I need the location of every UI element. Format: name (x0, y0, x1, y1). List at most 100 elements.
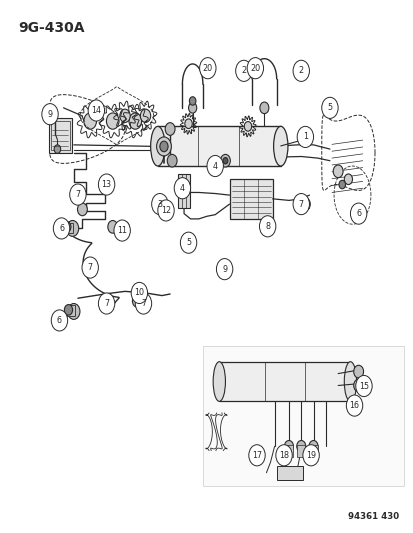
Circle shape (151, 193, 168, 215)
Circle shape (248, 445, 265, 466)
Circle shape (259, 102, 268, 114)
Circle shape (88, 100, 104, 121)
Text: 9: 9 (221, 265, 227, 273)
Circle shape (102, 295, 111, 307)
Text: 6: 6 (57, 316, 62, 325)
Circle shape (53, 218, 69, 239)
Text: 6: 6 (355, 209, 360, 218)
Bar (229, 179, 272, 219)
Circle shape (297, 126, 313, 148)
Circle shape (156, 137, 171, 156)
Text: 6: 6 (59, 224, 64, 233)
Circle shape (107, 221, 117, 233)
Circle shape (259, 216, 275, 237)
Circle shape (275, 445, 292, 466)
Circle shape (66, 221, 78, 236)
Text: 20: 20 (250, 63, 260, 72)
Circle shape (292, 60, 309, 82)
Circle shape (120, 109, 130, 123)
Bar (284, 445, 292, 457)
Bar (49, 118, 71, 153)
Circle shape (353, 365, 363, 378)
Text: 7: 7 (140, 299, 146, 308)
Text: 15: 15 (358, 382, 368, 391)
Circle shape (159, 141, 168, 152)
Circle shape (157, 200, 174, 221)
Text: 16: 16 (349, 401, 358, 410)
Text: 3: 3 (157, 199, 162, 208)
Circle shape (223, 158, 227, 164)
Circle shape (135, 293, 151, 314)
Circle shape (353, 379, 363, 392)
Ellipse shape (150, 126, 165, 166)
Circle shape (51, 310, 67, 331)
Circle shape (114, 220, 130, 241)
Text: 2: 2 (298, 66, 303, 75)
Circle shape (67, 303, 80, 319)
Circle shape (98, 293, 114, 314)
Bar (297, 445, 305, 457)
Circle shape (189, 97, 195, 105)
Circle shape (140, 109, 150, 123)
Text: 17: 17 (252, 451, 261, 460)
Text: 7: 7 (298, 199, 303, 208)
Circle shape (220, 155, 230, 167)
Circle shape (235, 60, 252, 82)
Circle shape (247, 58, 263, 79)
Circle shape (284, 440, 293, 452)
Text: 9: 9 (47, 110, 52, 119)
Circle shape (180, 232, 196, 253)
Bar (66, 305, 75, 316)
Circle shape (54, 145, 61, 154)
Circle shape (98, 174, 114, 195)
Text: 5: 5 (327, 103, 332, 112)
Circle shape (244, 122, 251, 131)
Circle shape (344, 174, 351, 184)
Circle shape (184, 119, 192, 128)
Circle shape (355, 375, 371, 397)
Bar (157, 126, 280, 166)
Bar (178, 174, 189, 208)
Circle shape (77, 203, 87, 216)
Bar (65, 223, 73, 233)
Text: 11: 11 (117, 226, 127, 235)
Text: 13: 13 (101, 180, 112, 189)
Text: 94361 430: 94361 430 (348, 512, 399, 521)
Circle shape (332, 165, 342, 177)
Text: 14: 14 (91, 106, 101, 115)
Circle shape (165, 123, 175, 135)
Circle shape (300, 198, 309, 211)
Circle shape (302, 445, 318, 466)
Bar (51, 121, 69, 150)
Ellipse shape (213, 362, 225, 401)
Text: 9G-430A: 9G-430A (19, 21, 85, 35)
Circle shape (132, 295, 142, 307)
Text: 8: 8 (264, 222, 270, 231)
Circle shape (121, 222, 129, 232)
Text: 4: 4 (180, 184, 185, 193)
Circle shape (42, 103, 58, 125)
Circle shape (296, 440, 305, 452)
Bar (202, 346, 403, 486)
Circle shape (131, 282, 147, 303)
Text: 18: 18 (278, 451, 288, 460)
Circle shape (84, 113, 96, 129)
Circle shape (64, 304, 72, 315)
Circle shape (349, 203, 366, 224)
Circle shape (188, 102, 196, 113)
Circle shape (174, 177, 190, 199)
Bar (219, 362, 349, 401)
Text: 12: 12 (161, 206, 171, 215)
Circle shape (129, 113, 141, 129)
Circle shape (63, 222, 71, 232)
Circle shape (167, 155, 177, 167)
Circle shape (346, 395, 362, 416)
Circle shape (82, 257, 98, 278)
Text: 1: 1 (302, 132, 307, 141)
Circle shape (106, 113, 119, 129)
Text: 10: 10 (134, 288, 144, 297)
Text: 7: 7 (75, 190, 80, 199)
Text: 20: 20 (202, 63, 212, 72)
Ellipse shape (273, 126, 287, 166)
Circle shape (292, 193, 309, 215)
